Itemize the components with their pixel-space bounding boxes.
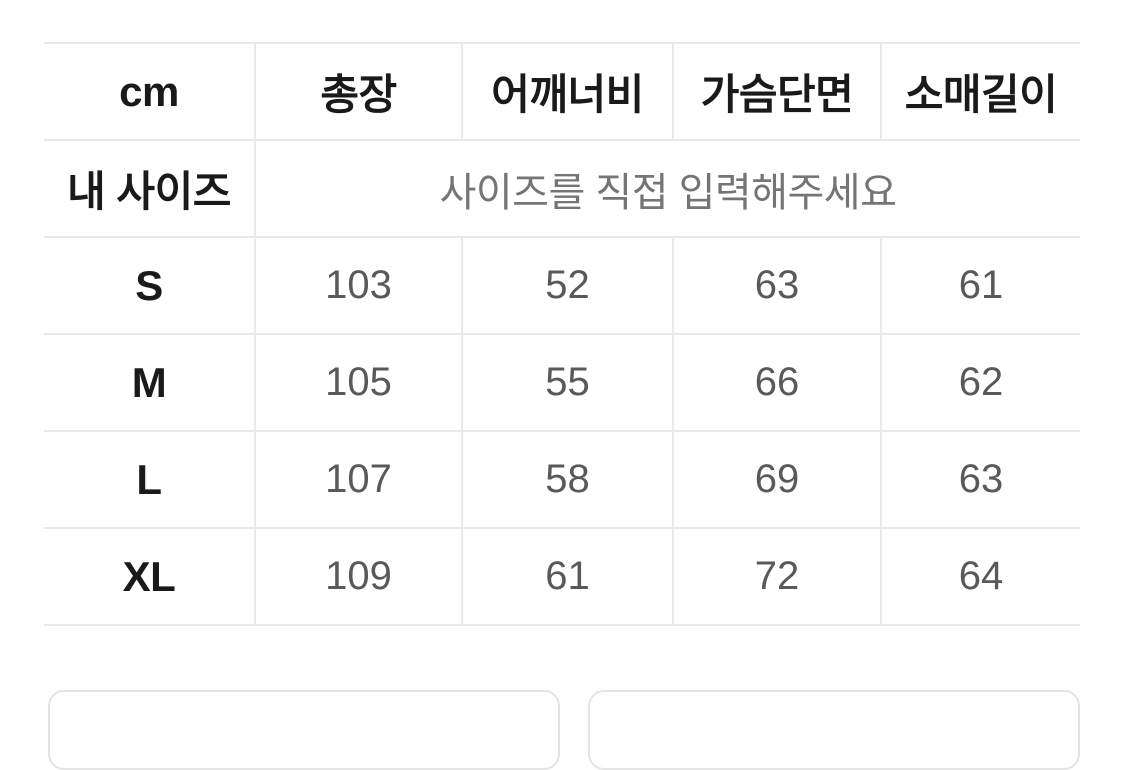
row-label-s: S: [44, 236, 255, 334]
cell-l-total-length: 107: [254, 430, 462, 528]
column-header-sleeve-length: 소매길이: [880, 42, 1080, 140]
column-header-total-length: 총장: [254, 42, 462, 140]
bottom-left-button[interactable]: [48, 690, 560, 770]
cell-s-shoulder-width: 52: [461, 236, 673, 334]
cell-l-chest-width: 69: [672, 430, 881, 528]
my-size-label: 내 사이즈: [44, 139, 255, 237]
table-row-s: S 103 52 63 61: [44, 236, 1080, 334]
row-label-l: L: [44, 430, 255, 528]
cell-s-total-length: 103: [254, 236, 462, 334]
size-chart-table: cm 총장 어깨너비 가슴단면 소매길이 내 사이즈 사이즈를 직접 입력해주세…: [44, 42, 1080, 626]
row-label-m: M: [44, 333, 255, 431]
unit-header-cell: cm: [44, 42, 255, 140]
table-row-l: L 107 58 69 63: [44, 430, 1080, 528]
cell-xl-chest-width: 72: [672, 527, 881, 626]
cell-xl-total-length: 109: [254, 527, 462, 626]
column-header-chest-width: 가슴단면: [672, 42, 881, 140]
row-label-xl: XL: [44, 527, 255, 626]
table-row-xl: XL 109 61 72 64: [44, 527, 1080, 626]
size-chart-header-row: cm 총장 어깨너비 가슴단면 소매길이: [44, 42, 1080, 140]
cell-m-sleeve-length: 62: [880, 333, 1080, 431]
table-row-m: M 105 55 66 62: [44, 333, 1080, 431]
cell-l-sleeve-length: 63: [880, 430, 1080, 528]
cell-m-chest-width: 66: [672, 333, 881, 431]
cell-xl-shoulder-width: 61: [461, 527, 673, 626]
column-header-shoulder-width: 어깨너비: [461, 42, 673, 140]
my-size-input-cell[interactable]: 사이즈를 직접 입력해주세요: [254, 139, 1080, 237]
my-size-row: 내 사이즈 사이즈를 직접 입력해주세요: [44, 139, 1080, 237]
cell-s-sleeve-length: 61: [880, 236, 1080, 334]
cell-l-shoulder-width: 58: [461, 430, 673, 528]
cell-m-total-length: 105: [254, 333, 462, 431]
cell-m-shoulder-width: 55: [461, 333, 673, 431]
cell-xl-sleeve-length: 64: [880, 527, 1080, 626]
cell-s-chest-width: 63: [672, 236, 881, 334]
bottom-right-button[interactable]: [588, 690, 1080, 770]
